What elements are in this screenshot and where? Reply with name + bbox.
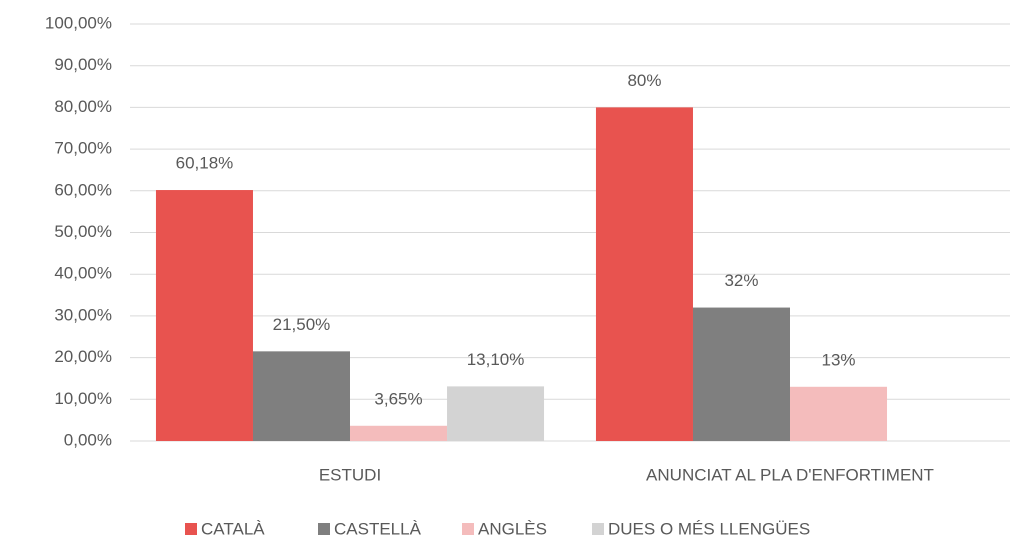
value-label: 32% <box>724 271 758 290</box>
value-label: 3,65% <box>374 389 422 408</box>
x-tick-label: ANUNCIAT AL PLA D'ENFORTIMENT <box>646 465 934 484</box>
bar <box>447 386 545 441</box>
legend-swatch <box>185 523 197 535</box>
y-tick-label: 50,00% <box>54 222 112 241</box>
y-tick-label: 70,00% <box>54 139 112 158</box>
legend-label: CASTELLÀ <box>334 519 422 538</box>
value-label: 60,18% <box>176 154 234 173</box>
bar <box>252 351 350 441</box>
value-label: 80% <box>627 71 661 90</box>
bar <box>790 386 888 441</box>
y-tick-label: 40,00% <box>54 264 112 283</box>
legend-swatch <box>318 523 330 535</box>
y-tick-label: 30,00% <box>54 305 112 324</box>
bar <box>692 307 790 441</box>
legend-swatch <box>462 523 474 535</box>
y-tick-label: 60,00% <box>54 180 112 199</box>
bar <box>155 190 253 441</box>
y-tick-label: 20,00% <box>54 347 112 366</box>
legend-label: ANGLÈS <box>478 519 547 538</box>
value-label: 13,10% <box>467 350 525 369</box>
y-tick-label: 90,00% <box>54 55 112 74</box>
bar <box>595 107 693 442</box>
y-tick-label: 10,00% <box>54 389 112 408</box>
y-tick-label: 0,00% <box>64 430 112 449</box>
legend-label: CATALÀ <box>201 519 265 538</box>
value-label: 21,50% <box>273 315 331 334</box>
legend-label: DUES O MÉS LLENGÜES <box>608 519 810 538</box>
y-tick-label: 80,00% <box>54 97 112 116</box>
bar <box>350 425 448 441</box>
value-label: 13% <box>821 350 855 369</box>
legend-swatch <box>592 523 604 535</box>
x-tick-label: ESTUDI <box>319 465 381 484</box>
y-tick-label: 100,00% <box>45 13 112 32</box>
